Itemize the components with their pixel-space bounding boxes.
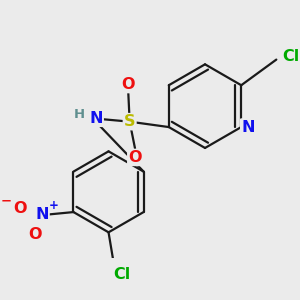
Text: Cl: Cl: [283, 50, 300, 64]
Text: N: N: [241, 120, 255, 135]
Text: +: +: [48, 200, 58, 212]
Text: Cl: Cl: [113, 267, 131, 282]
Text: O: O: [128, 150, 142, 165]
Text: O: O: [122, 77, 135, 92]
Text: S: S: [124, 114, 135, 129]
Text: H: H: [74, 108, 85, 121]
Text: −: −: [1, 194, 12, 207]
Text: O: O: [13, 201, 26, 216]
Text: N: N: [35, 207, 49, 222]
Text: N: N: [89, 111, 103, 126]
Text: O: O: [28, 227, 42, 242]
